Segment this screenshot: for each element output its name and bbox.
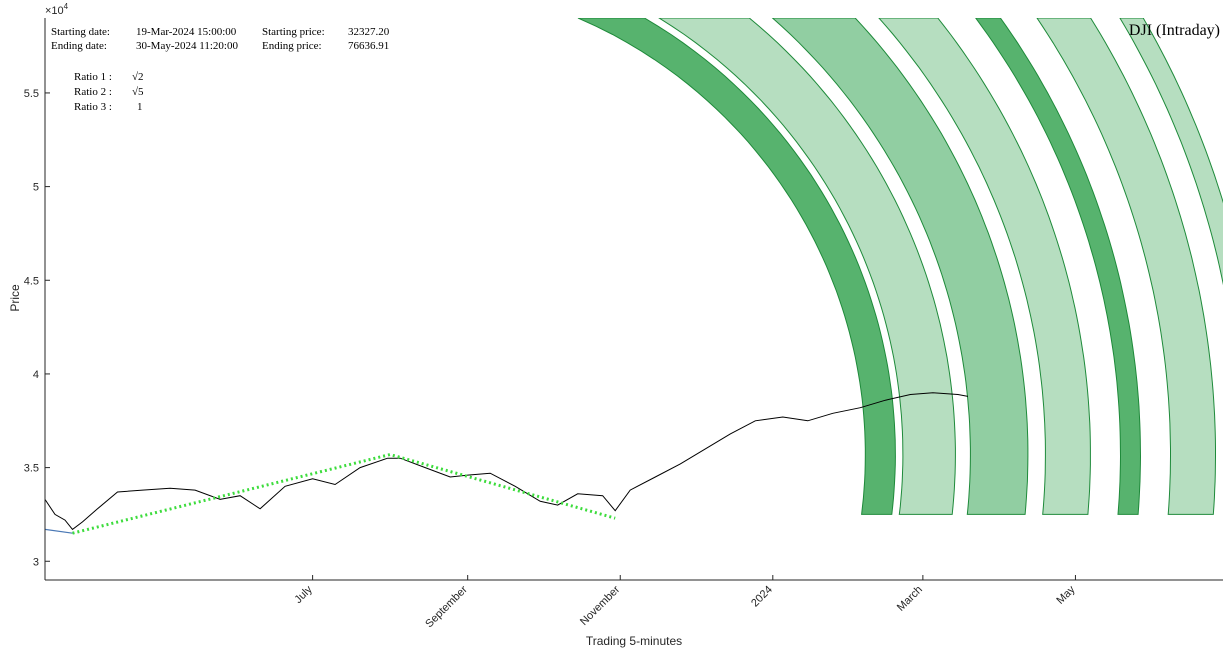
- y-tick-label: 4.5: [24, 275, 39, 287]
- ratio-1-label: Ratio 1 :: [74, 71, 112, 83]
- end-date-label: Ending date:: [51, 40, 107, 52]
- x-tick-label: November: [578, 583, 623, 628]
- y-tick-label: 3: [33, 556, 39, 568]
- series-layer: [45, 392, 968, 535]
- x-tick-label: July: [292, 583, 315, 606]
- fib-arc-5: [975, 18, 1142, 515]
- x-axis-title: Trading 5-minutes: [586, 634, 682, 648]
- x-tick-label: September: [423, 583, 470, 630]
- ratio-3-value: 1: [137, 101, 143, 113]
- fib-arc-6: [1036, 18, 1216, 515]
- lead-segment-line: [45, 528, 73, 534]
- info-box: Starting date: 19-Mar-2024 15:00:00 Star…: [51, 26, 390, 113]
- start-price-value: 32327.20: [348, 26, 390, 38]
- end-date-value: 30-May-2024 11:20:00: [136, 40, 238, 52]
- start-date-value: 19-Mar-2024 15:00:00: [136, 26, 237, 38]
- end-price-value: 76636.91: [348, 40, 389, 52]
- start-price-label: Starting price:: [262, 26, 325, 38]
- y-tick-label: 3.5: [24, 463, 39, 475]
- fibonacci-arcs: [577, 18, 1223, 515]
- price-line: [45, 392, 968, 531]
- y-tick-label: 4: [33, 369, 39, 381]
- chart-title: DJI (Intraday): [1129, 22, 1220, 39]
- fib-arc-4: [878, 18, 1091, 515]
- end-price-label: Ending price:: [262, 40, 322, 52]
- fib-arc-2: [658, 18, 956, 515]
- ratio-3-label: Ratio 3 :: [74, 101, 112, 113]
- ratio-2-label: Ratio 2 :: [74, 86, 112, 98]
- start-date-label: Starting date:: [51, 26, 110, 38]
- y-tick-label: 5.5: [24, 88, 39, 100]
- ratio-2-value: √5: [132, 86, 144, 98]
- y-exponent-label: ×104: [45, 2, 69, 17]
- x-tick-label: March: [895, 584, 925, 614]
- ratio-1-value: √2: [132, 71, 144, 83]
- fib-arc-1: [577, 18, 896, 515]
- y-tick-label: 5: [33, 182, 39, 194]
- fib-arc-7: [1119, 18, 1223, 286]
- fib-arc-3: [771, 18, 1029, 515]
- y-axis-title: Price: [8, 284, 22, 312]
- x-tick-label: May: [1054, 583, 1078, 607]
- x-tick-label: 2024: [749, 584, 775, 610]
